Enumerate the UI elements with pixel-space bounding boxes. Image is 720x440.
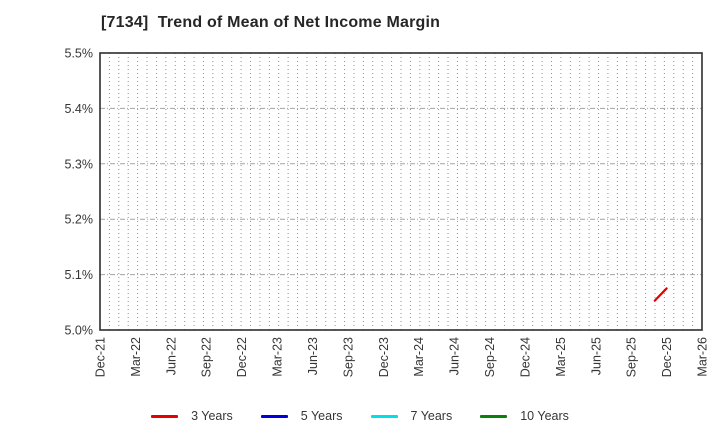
legend-swatch-10-years-icon: [480, 414, 508, 418]
y-tick-label: 5.2%: [65, 213, 94, 227]
x-tick-label: Dec-24: [518, 337, 532, 377]
legend-label-3-years: 3 Years: [191, 409, 233, 423]
legend-label-10-years: 10 Years: [520, 409, 569, 423]
x-tick-label: Mar-25: [554, 337, 568, 377]
y-tick-label: 5.0%: [65, 324, 94, 338]
x-tick-label: Mar-22: [129, 337, 143, 377]
chart-title: [7134] Trend of Mean of Net Income Margi…: [101, 14, 441, 31]
y-tick-label: 5.5%: [65, 47, 94, 61]
x-tick-label: Jun-25: [589, 337, 603, 375]
x-tick-label: Mar-24: [412, 337, 426, 377]
x-tick-label: Sep-25: [625, 337, 639, 377]
y-tick-label: 5.4%: [65, 102, 94, 116]
x-tick-label: Dec-22: [235, 337, 249, 377]
legend-label-7-years: 7 Years: [410, 409, 453, 423]
x-tick-label: Mar-26: [696, 337, 710, 377]
x-tick-label: Mar-23: [271, 337, 285, 377]
x-tick-label: Jun-23: [306, 337, 320, 375]
legend-swatch-7-years-icon: [370, 414, 398, 418]
x-tick-label: Dec-21: [94, 337, 108, 377]
x-tick-label: Sep-23: [341, 337, 355, 377]
x-tick-label: Sep-24: [483, 337, 497, 377]
plot-border: [99, 52, 703, 331]
legend-label-5-years: 5 Years: [300, 409, 343, 423]
legend-item-5-years: 5 Years: [260, 409, 343, 423]
x-tick-label: Jun-22: [164, 337, 178, 375]
legend-item-10-years: 10 Years: [480, 409, 569, 423]
legend-item-3-years: 3 Years: [151, 409, 233, 423]
legend-item-7-years: 7 Years: [370, 409, 453, 423]
x-tick-label: Sep-22: [200, 337, 214, 377]
x-tick-label: Dec-23: [377, 337, 391, 377]
x-tick-label: Jun-24: [448, 337, 462, 375]
y-tick-label: 5.1%: [65, 268, 94, 282]
legend-swatch-5-years-icon: [260, 414, 288, 418]
legend-swatch-3-years-icon: [151, 414, 179, 418]
x-tick-label: Dec-25: [660, 337, 674, 377]
legend: 3 Years 5 Years 7 Years 10 Years: [0, 404, 720, 428]
y-tick-label: 5.3%: [65, 157, 94, 171]
series-line-3-years: [653, 287, 668, 302]
